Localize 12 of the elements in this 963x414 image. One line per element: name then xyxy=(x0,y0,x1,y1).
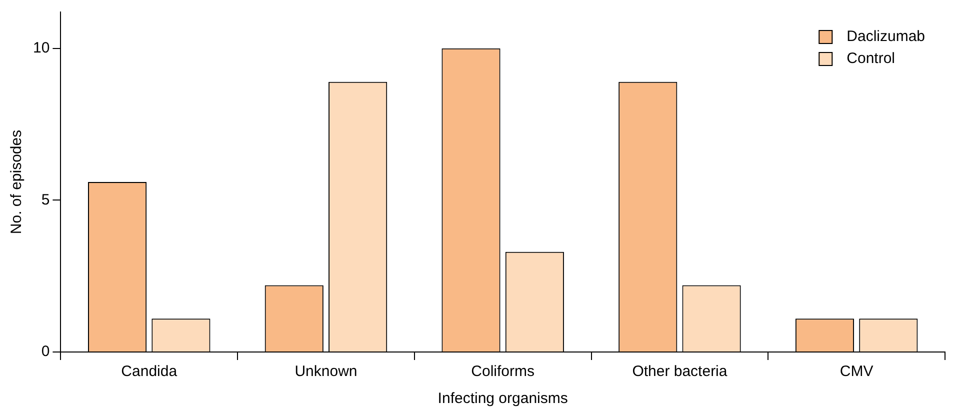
x-tick-label: CMV xyxy=(840,363,874,380)
y-tick-label: 0 xyxy=(41,343,50,360)
y-axis-title: No. of episodes xyxy=(8,130,26,234)
x-axis-title: Infecting organisms xyxy=(438,390,568,408)
x-tick-label: Other bacteria xyxy=(632,363,728,380)
y-tick-label: 5 xyxy=(41,191,50,208)
x-tick-label: Unknown xyxy=(294,363,358,380)
y-tick-label: 10 xyxy=(32,40,50,57)
x-tick-label: Candida xyxy=(121,363,178,380)
x-tick-label: Coliforms xyxy=(471,363,535,380)
legend-label: Daclizumab xyxy=(846,28,926,46)
legend-label: Control xyxy=(846,50,895,68)
